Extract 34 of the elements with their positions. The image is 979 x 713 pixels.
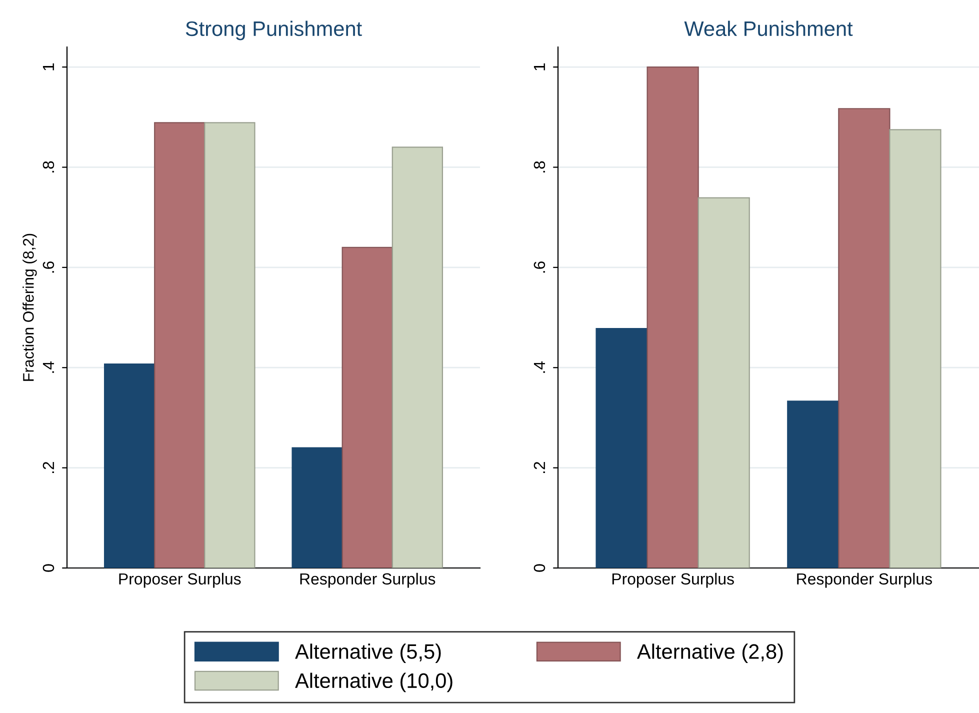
legend-label: Alternative (10,0) [295, 672, 452, 692]
x-tick-label: Proposer Surplus [612, 572, 734, 588]
legend-label: Alternative (5,5) [295, 644, 441, 664]
y-tick-label: .6 [42, 261, 54, 273]
bar [342, 246, 393, 568]
bar [154, 122, 206, 568]
x-tick-label: Proposer Surplus [119, 572, 241, 588]
y-tick-label: .2 [42, 462, 54, 474]
y-tick-label: .8 [42, 161, 54, 172]
y-tick-label: 1 [534, 63, 545, 70]
bar [104, 364, 156, 568]
bar [392, 146, 444, 568]
x-tick-label: Responder Surplus [797, 572, 932, 588]
y-tick-label: .6 [534, 261, 546, 273]
y-tick-label: .8 [534, 161, 546, 172]
y-axis-title: Fraction Offering (8,2) [22, 234, 37, 381]
bar [596, 328, 648, 568]
bar [889, 129, 942, 568]
y-tick-label: .4 [42, 361, 54, 373]
bar [838, 108, 890, 568]
bar [787, 400, 840, 568]
y-tick-label: 0 [42, 564, 54, 572]
y-tick-label: 0 [534, 564, 546, 572]
bar [204, 122, 256, 568]
legend-label: Alternative (2,8) [637, 644, 783, 664]
y-tick-label: .4 [534, 361, 545, 373]
bar [698, 197, 750, 568]
y-tick-label: 1 [42, 63, 54, 70]
chart-title: Strong Punishment [186, 20, 362, 40]
x-tick-label: Responder Surplus [300, 572, 436, 588]
y-tick-label: .2 [534, 462, 545, 474]
bar [646, 66, 699, 568]
chart-title: Weak Punishment [684, 20, 853, 36]
bar [292, 447, 343, 568]
